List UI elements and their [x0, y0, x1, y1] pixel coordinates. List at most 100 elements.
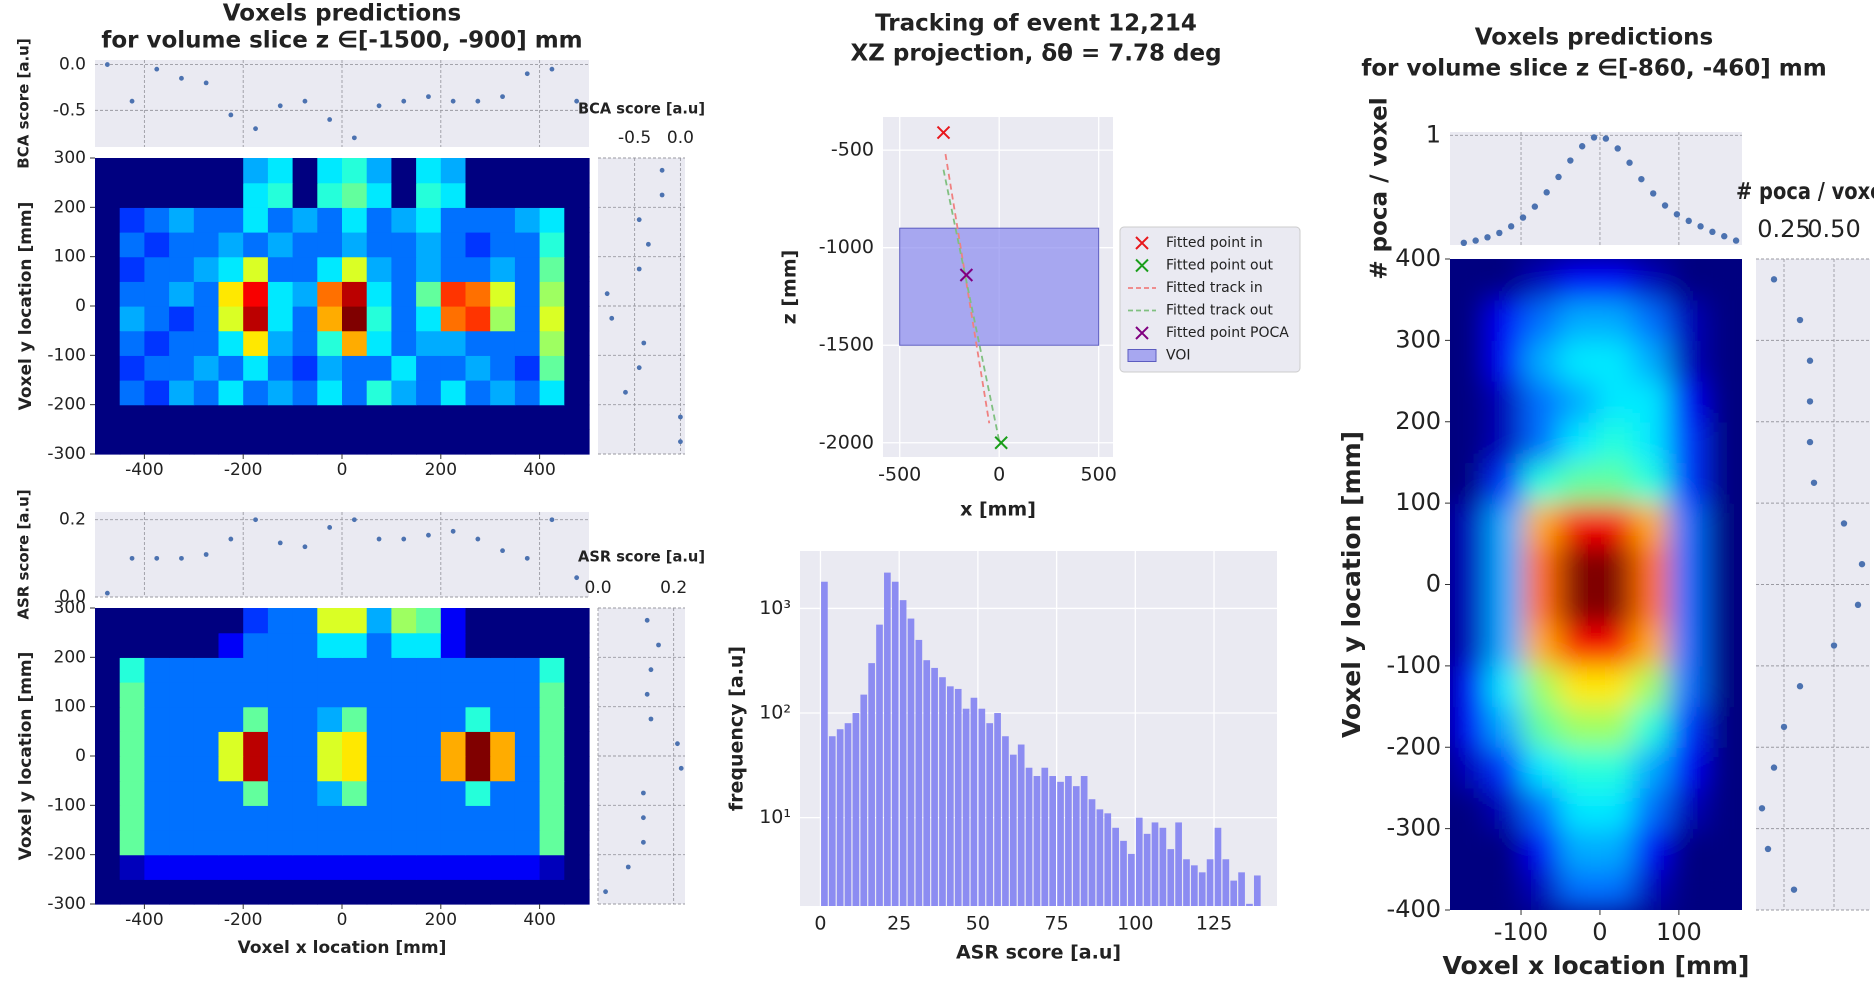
heatmap-cell [1596, 665, 1634, 708]
histogram-bar [1002, 736, 1009, 906]
heatmap-cell [1669, 421, 1707, 464]
heatmap-cell [539, 256, 565, 282]
marginal-point [203, 552, 209, 557]
heatmap-cell [416, 756, 442, 782]
heatmap-cell [218, 429, 244, 455]
heatmap-cell [1705, 787, 1742, 830]
heatmap-cell [267, 879, 294, 905]
heatmap-cell [514, 854, 541, 880]
heatmap-cell [440, 682, 467, 708]
heatmap-cell [1705, 543, 1742, 586]
heatmap-cells [1450, 259, 1742, 910]
heatmap-cell [342, 207, 368, 233]
heatmap-cell [1669, 462, 1707, 504]
heatmap-cell [169, 706, 195, 732]
histogram-bar [1057, 781, 1064, 906]
heatmap-cell [218, 232, 244, 258]
heatmap-cell [514, 306, 541, 332]
heatmap-cell [1705, 462, 1742, 504]
marginal-point [549, 66, 555, 72]
heatmap-cell [193, 182, 220, 208]
heatmap-cell [440, 232, 467, 258]
heatmap-cell [564, 380, 590, 406]
heatmap-cell [465, 682, 491, 708]
heatmap-cell [218, 306, 244, 332]
heatmap-cell [490, 805, 516, 831]
chart-title: Tracking of event 12,214 [875, 11, 1197, 37]
marginal-point [129, 98, 135, 104]
heatmap-cell [539, 182, 565, 208]
heatmap-cell [292, 380, 318, 406]
marginal-y-tick-label: 0.0 [59, 587, 86, 607]
heatmap-cell [317, 256, 343, 282]
heatmap-cell [1705, 625, 1742, 667]
heatmap-cell [366, 182, 392, 208]
heatmap-cell [416, 854, 442, 880]
heatmap-cell [1596, 828, 1634, 870]
heatmap-cell [1596, 340, 1634, 382]
heatmap-cell [1632, 421, 1670, 464]
heatmap-cell [243, 879, 269, 905]
heatmap-cell [1669, 665, 1707, 708]
heatmap-cell [95, 830, 121, 856]
marginal-point [1602, 135, 1610, 142]
marginal-point [327, 525, 333, 530]
histogram-bar [1072, 786, 1080, 906]
heatmap-cell [514, 232, 541, 258]
histogram-bar [962, 708, 970, 906]
heatmap-cell [539, 657, 565, 683]
x-axis-label: x [mm] [960, 499, 1036, 521]
heatmap-cell [1596, 625, 1634, 667]
marginal-point [604, 291, 610, 297]
heatmap-cell [1450, 462, 1488, 504]
heatmap-cell [243, 608, 269, 634]
heatmap-cell [416, 632, 442, 658]
heatmap-cell [1486, 421, 1524, 464]
marginal-point [1507, 223, 1515, 230]
marginal-point [675, 741, 680, 747]
marginal-point [500, 94, 505, 100]
marginal-x-tick-label: 0.25 [1757, 215, 1810, 243]
y-axis-label: Voxel y location [mm] [16, 652, 36, 861]
heatmap-cell [416, 355, 442, 381]
histogram-bar [1065, 776, 1072, 906]
heatmap-cell [440, 706, 467, 732]
marginal-point [1626, 159, 1633, 166]
heatmap-cell [1523, 381, 1561, 423]
heatmap-cell [119, 879, 145, 905]
heatmap-cell [243, 404, 269, 430]
histogram-bar [1253, 875, 1261, 906]
heatmap-cell [144, 256, 170, 282]
legend-marker [1135, 258, 1149, 273]
heatmap-cell [193, 404, 220, 430]
heatmap-cell [95, 780, 121, 806]
heatmap-cell [1559, 706, 1597, 748]
heatmap-cell [366, 682, 392, 708]
y-tick-label: -500 [831, 139, 874, 161]
heatmap-cell [218, 879, 244, 905]
heatmap-cell [317, 207, 343, 233]
x-tick-label: -200 [224, 910, 263, 930]
heatmap-cell [1486, 381, 1524, 423]
heatmap-cell [267, 731, 294, 757]
marginal-point [1806, 398, 1814, 405]
heatmap-cell [193, 330, 220, 356]
heatmap-cell [144, 706, 170, 732]
heatmap-cell [144, 404, 170, 430]
heatmap-cell [564, 207, 590, 233]
heatmap-cell [317, 429, 343, 455]
x-tick-label: -400 [125, 910, 164, 930]
marginal-point [228, 536, 234, 542]
marginal-point [1780, 723, 1788, 731]
heatmap-cell [95, 380, 121, 406]
marginal-point [648, 667, 654, 673]
track-line [944, 153, 991, 424]
heatmap-cell [366, 854, 392, 880]
heatmap-cell [514, 682, 541, 708]
heatmap-cell [169, 158, 195, 184]
heatmap-cell [1596, 584, 1634, 626]
heatmap-cell [243, 330, 269, 356]
histogram-bar [1135, 817, 1143, 906]
heatmap-cell [1559, 259, 1597, 301]
heatmap-cell [342, 731, 368, 757]
